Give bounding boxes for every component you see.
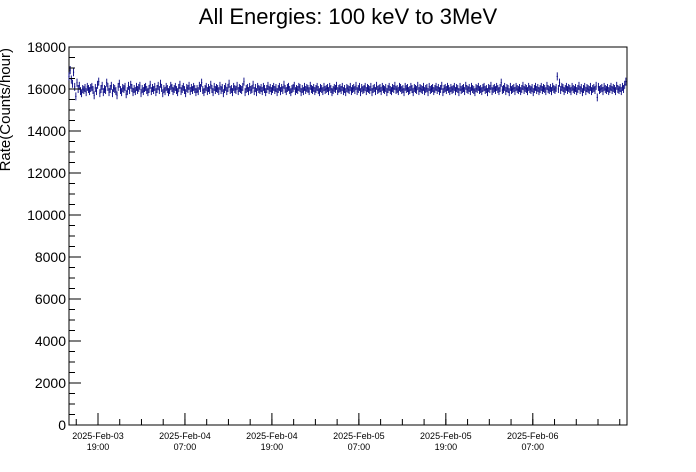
x-tick-label-date: 2025-Feb-04 <box>246 431 298 441</box>
x-tick-label-date: 2025-Feb-06 <box>507 431 559 441</box>
x-tick-label-time: 19:00 <box>87 442 110 452</box>
y-tick-label: 16000 <box>27 81 66 97</box>
x-tick-label-time: 19:00 <box>261 442 284 452</box>
x-tick-label-time: 07:00 <box>522 442 545 452</box>
y-tick-label: 2000 <box>35 375 66 391</box>
y-tick-label: 6000 <box>35 291 66 307</box>
plot-frame <box>68 46 628 426</box>
x-tick-label-date: 2025-Feb-05 <box>333 431 385 441</box>
y-tick-label: 18000 <box>27 39 66 55</box>
x-tick-label-date: 2025-Feb-03 <box>72 431 124 441</box>
x-axis: 2025-Feb-0319:002025-Feb-0407:002025-Feb… <box>72 413 621 452</box>
x-tick-label-date: 2025-Feb-05 <box>420 431 472 441</box>
x-tick-label-date: 2025-Feb-04 <box>159 431 211 441</box>
x-tick-label-time: 07:00 <box>348 442 371 452</box>
y-tick-label: 10000 <box>27 207 66 223</box>
x-tick-label-time: 19:00 <box>435 442 458 452</box>
x-tick-label-time: 07:00 <box>174 442 197 452</box>
y-tick-label: 4000 <box>35 333 66 349</box>
data-series <box>68 66 627 102</box>
y-axis: 0 2000 4000 6000 8000 10000 12000 14000 16000 180… <box>27 39 81 433</box>
y-tick-label: 0 <box>58 417 66 433</box>
y-tick-label: 12000 <box>27 165 66 181</box>
y-tick-label: 14000 <box>27 123 66 139</box>
chart-title: All Energies: 100 keV to 3MeV <box>199 4 498 29</box>
y-axis-label: Rate(Counts/hour) <box>0 48 14 171</box>
y-tick-label: 8000 <box>35 249 66 265</box>
